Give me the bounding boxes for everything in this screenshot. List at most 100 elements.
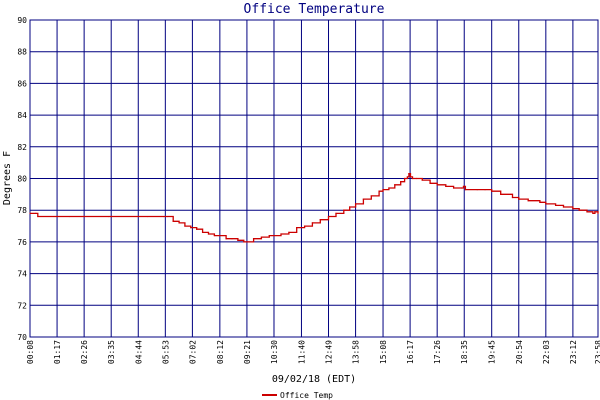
data-point: [382, 188, 384, 191]
x-tick-label: 04:44: [134, 340, 143, 364]
y-tick-label: 86: [17, 79, 27, 88]
x-tick-label: 01:17: [53, 340, 62, 364]
data-point: [207, 233, 210, 235]
data-point: [597, 212, 599, 214]
data-point: [400, 181, 402, 183]
x-tick-label: 18:35: [460, 340, 469, 364]
data-point: [539, 201, 541, 203]
x-tick-label: 16:17: [406, 340, 415, 364]
x-tick-label: 17:26: [433, 340, 442, 364]
data-point: [231, 238, 233, 240]
x-tick-label: 19:45: [488, 340, 497, 364]
data-point: [335, 212, 337, 214]
data-point: [592, 212, 594, 214]
x-tick-label: 12:49: [325, 340, 334, 364]
data-point: [343, 209, 345, 211]
x-tick-label: 23:12: [569, 340, 578, 364]
y-tick-label: 70: [17, 333, 27, 342]
series-layer: [29, 173, 599, 243]
data-point: [319, 219, 321, 221]
data-point: [107, 215, 110, 218]
y-tick-label: 88: [17, 48, 27, 57]
data-point: [555, 204, 557, 207]
data-point: [518, 198, 520, 200]
data-point: [213, 234, 215, 237]
data-point: [415, 177, 417, 180]
data-point: [273, 234, 275, 237]
series-line-office-temp: [30, 173, 599, 243]
y-tick-label: 74: [17, 270, 27, 279]
data-point: [354, 203, 357, 205]
x-tick-label: 20:54: [515, 340, 524, 364]
data-point: [462, 185, 465, 188]
data-point: [196, 228, 198, 230]
data-point: [349, 206, 351, 208]
data-point: [409, 176, 412, 178]
data-point: [303, 225, 306, 227]
x-tick-label: 08:12: [216, 340, 225, 364]
data-point: [445, 185, 447, 188]
x-tick-label: 07:02: [188, 340, 197, 364]
data-point: [288, 231, 290, 233]
data-point: [378, 190, 380, 192]
data-point: [311, 222, 314, 224]
x-tick-labels: 00:08 01:17 02:26 03:35 04:44 05:53 07:02 08:12…: [26, 340, 600, 364]
data-point: [404, 177, 406, 180]
chart-title: Office Temperature: [244, 2, 385, 17]
data-point: [476, 188, 478, 191]
data-point: [460, 187, 463, 189]
data-point: [453, 187, 455, 189]
y-tick-label: 80: [17, 175, 27, 184]
y-tick-label: 82: [17, 143, 27, 152]
data-point: [29, 212, 31, 214]
x-tick-label: 02:26: [80, 340, 89, 364]
data-point: [219, 234, 221, 237]
data-point: [237, 239, 239, 241]
y-tick-label: 78: [17, 206, 27, 215]
y-tick-labels: 70 72 74 76 78 80 82 84 86 88 90: [17, 16, 27, 342]
data-point: [370, 195, 372, 197]
data-point: [484, 188, 486, 191]
data-point: [436, 184, 438, 186]
data-point: [178, 222, 180, 224]
x-tick-label: 03:35: [107, 340, 116, 364]
data-point: [246, 241, 248, 243]
data-point: [464, 188, 467, 191]
grid: [29, 19, 599, 338]
data-point: [394, 184, 396, 186]
data-point: [388, 187, 390, 189]
data-point: [406, 176, 408, 178]
data-point: [243, 241, 245, 243]
x-tick-label: 15:08: [379, 340, 388, 364]
y-tick-label: 72: [17, 301, 27, 310]
data-point: [586, 211, 588, 213]
x-tick-label: 13:58: [352, 340, 361, 364]
data-point: [411, 177, 414, 180]
data-point: [37, 215, 39, 218]
data-point: [527, 200, 529, 202]
x-tick-label: 10:30: [270, 340, 279, 364]
x-tick-label: 00:08: [26, 340, 35, 364]
data-point: [327, 215, 330, 218]
x-tick-label: 23:58: [594, 340, 600, 364]
x-tick-label: 11:40: [297, 340, 306, 364]
x-tick-label: 22:03: [542, 340, 551, 364]
data-point: [296, 227, 298, 229]
y-tick-label: 84: [17, 111, 27, 120]
data-point: [172, 220, 174, 222]
data-point: [545, 203, 547, 205]
y-axis-label: Degrees F: [2, 151, 13, 205]
data-point: [190, 227, 192, 229]
x-tick-label: 09:21: [243, 340, 252, 364]
data-point: [184, 225, 186, 227]
data-point: [562, 206, 565, 208]
data-point: [147, 215, 149, 218]
data-point: [362, 198, 365, 200]
x-axis-label: 09/02/18 (EDT): [272, 374, 356, 385]
legend-label: Office Temp: [280, 391, 333, 400]
data-point: [421, 179, 423, 181]
data-point: [225, 238, 227, 240]
x-tick-label: 05:53: [161, 340, 170, 364]
